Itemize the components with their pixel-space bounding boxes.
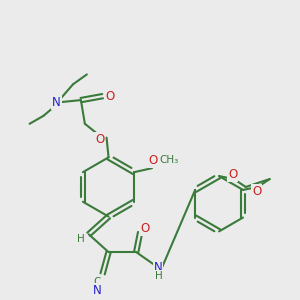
Text: N: N xyxy=(154,261,162,274)
Text: H: H xyxy=(77,234,85,244)
Text: O: O xyxy=(228,168,238,181)
Text: N: N xyxy=(52,96,61,109)
Text: O: O xyxy=(95,133,104,146)
Text: N: N xyxy=(93,284,102,297)
Text: C: C xyxy=(93,277,100,287)
Text: O: O xyxy=(148,154,158,167)
Text: H: H xyxy=(155,271,163,281)
Text: CH₃: CH₃ xyxy=(160,155,179,165)
Text: O: O xyxy=(105,90,114,103)
Text: O: O xyxy=(252,185,262,198)
Text: O: O xyxy=(140,222,150,235)
